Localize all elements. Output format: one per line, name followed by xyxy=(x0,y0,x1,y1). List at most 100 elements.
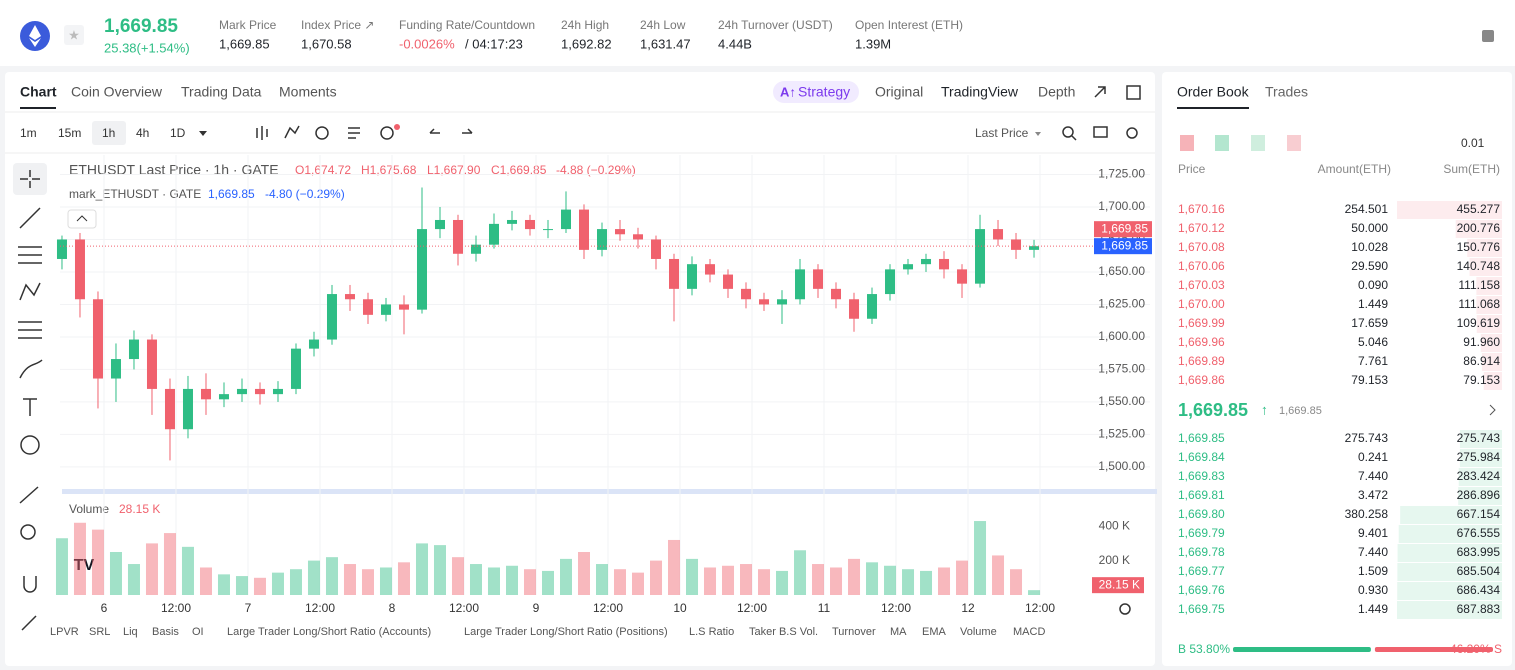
collapse[interactable] xyxy=(67,209,97,229)
book-sum: 200.776 xyxy=(1457,221,1501,235)
book-tab[interactable]: Trades xyxy=(1265,84,1308,100)
book-view[interactable] xyxy=(1180,135,1194,151)
indicator[interactable]: Large Trader Long/Short Ratio (Accounts) xyxy=(227,626,431,638)
volume-bar xyxy=(776,570,789,595)
book-sum: 685.504 xyxy=(1457,564,1501,578)
interval[interactable]: 1D xyxy=(170,126,186,140)
chart-tab[interactable]: Coin Overview xyxy=(71,84,163,100)
view-tab[interactable]: Original xyxy=(875,84,923,100)
candle-body xyxy=(416,229,427,310)
depth-bar xyxy=(1469,258,1502,276)
book-sum: 686.434 xyxy=(1457,583,1501,597)
y-tick-label: 1,700.00 xyxy=(1098,199,1145,213)
indicator[interactable]: OI xyxy=(192,626,204,638)
book-sum: 91.960 xyxy=(1463,335,1500,349)
legend-ohlc: O1,674.72 xyxy=(295,163,351,177)
depth-bar xyxy=(1397,582,1502,600)
indicator[interactable]: Turnover xyxy=(832,626,876,638)
favorite[interactable] xyxy=(64,25,84,45)
book-sum: 283.424 xyxy=(1457,469,1501,483)
chart-tab[interactable]: Moments xyxy=(279,84,337,100)
book-price: 1,669.76 xyxy=(1178,583,1225,597)
candle-body xyxy=(182,388,193,430)
volume-bar xyxy=(992,555,1005,595)
book-amount: 50.000 xyxy=(1351,221,1388,235)
book-view[interactable] xyxy=(1287,135,1301,151)
volume-bar xyxy=(578,552,591,595)
menu-icon[interactable] xyxy=(1482,30,1494,42)
indicator[interactable]: Volume xyxy=(960,626,997,638)
book-amount: 10.028 xyxy=(1351,240,1388,254)
tv-logo xyxy=(66,546,102,582)
indicator[interactable]: Basis xyxy=(152,626,179,638)
view-tab[interactable]: TradingView xyxy=(941,84,1019,100)
candle-body xyxy=(831,288,842,300)
candle-body xyxy=(885,269,896,295)
book-sum: 111.158 xyxy=(1458,278,1500,292)
precision[interactable]: 0.01 xyxy=(1461,136,1485,150)
buy-ratio-bar xyxy=(1233,647,1371,652)
book-amount: 17.659 xyxy=(1351,316,1388,330)
indicator[interactable]: MA xyxy=(890,626,907,638)
book-view[interactable] xyxy=(1251,135,1265,151)
depth-bar xyxy=(1476,296,1502,314)
candle-body xyxy=(380,304,391,315)
volume-bar xyxy=(145,543,158,595)
view-tab[interactable]: Depth xyxy=(1038,84,1075,100)
candle-body xyxy=(1029,246,1040,250)
indicator[interactable]: EMA xyxy=(922,626,947,638)
legend-ohlc: C1,669.85 xyxy=(491,163,547,177)
indicator[interactable]: L.S Ratio xyxy=(689,626,734,638)
candle-body xyxy=(272,388,283,395)
strategy-pill[interactable] xyxy=(773,81,859,103)
tv-logo-text: TV xyxy=(74,557,95,574)
book-amount: 3.472 xyxy=(1358,488,1388,502)
book-price: 1,670.03 xyxy=(1178,278,1225,292)
chart-tab[interactable]: Trading Data xyxy=(181,84,262,100)
pane-separator xyxy=(62,489,1157,494)
volume-bar xyxy=(253,577,266,595)
book-view[interactable] xyxy=(1215,135,1229,151)
stat-value: 1,631.47 xyxy=(640,36,691,51)
volume-bar xyxy=(217,574,230,595)
volume-bar xyxy=(415,543,428,595)
interval[interactable]: 15m xyxy=(58,126,81,140)
volume-tag-label: 28.15 K xyxy=(1099,577,1140,591)
interval[interactable]: 1h xyxy=(102,126,115,140)
indicator[interactable]: Liq xyxy=(123,626,138,638)
price-source[interactable]: Last Price xyxy=(975,126,1029,140)
candle-body xyxy=(597,229,608,250)
book-price: 1,669.75 xyxy=(1178,602,1225,616)
indicator[interactable]: Taker B.S Vol. xyxy=(749,626,818,638)
volume-bar xyxy=(163,533,176,595)
interval[interactable]: 4h xyxy=(136,126,149,140)
depth-bar xyxy=(1481,353,1502,371)
book-tab[interactable]: Order Book xyxy=(1177,84,1250,100)
book-sum: 150.776 xyxy=(1457,240,1501,254)
indicator[interactable]: MACD xyxy=(1013,626,1045,638)
book-price: 1,669.85 xyxy=(1178,431,1225,445)
depth-bar xyxy=(1480,334,1502,352)
chart-tab[interactable]: Chart xyxy=(20,84,57,100)
book-amount: 1.449 xyxy=(1358,297,1388,311)
volume-bar xyxy=(614,569,627,595)
volume-bar xyxy=(451,557,464,595)
candle-body xyxy=(236,388,247,395)
candle-body xyxy=(56,239,67,259)
book-amount: 1.509 xyxy=(1358,564,1388,578)
volume-bar xyxy=(686,558,699,595)
tool-active xyxy=(13,163,47,195)
stat-value: 1,670.58 xyxy=(301,36,352,51)
candle-body xyxy=(146,339,157,389)
indicator[interactable]: Large Trader Long/Short Ratio (Positions… xyxy=(464,626,668,638)
indicator[interactable]: LPVR xyxy=(50,626,79,638)
indicator[interactable]: SRL xyxy=(89,626,110,638)
volume-bar xyxy=(596,564,609,595)
candle-body xyxy=(254,388,265,395)
interval[interactable]: 1m xyxy=(20,126,37,140)
view-tab[interactable]: Strategy xyxy=(798,84,850,100)
x-tick-label: 12:00 xyxy=(1025,601,1055,615)
book-sum: 109.619 xyxy=(1457,316,1501,330)
legend-title: ETHUSDT Last Price · 1h · GATE xyxy=(69,162,279,178)
